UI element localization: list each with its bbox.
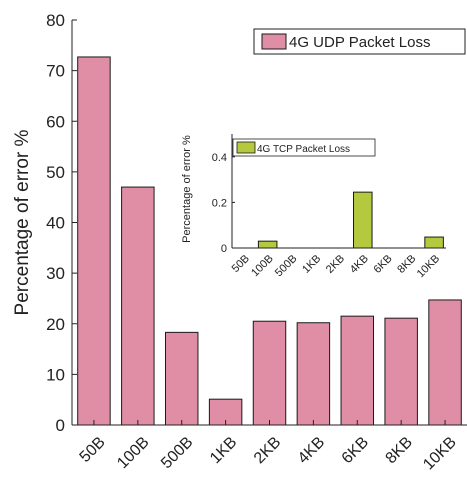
main-bar-6KB	[340, 315, 375, 426]
inset-bar-10KB	[424, 236, 444, 249]
main-y-tick-label: 60	[46, 112, 65, 131]
main-bar-500B	[164, 331, 199, 426]
main-x-tick-label: 4KB	[295, 434, 328, 467]
main-bar-2KB	[252, 320, 287, 426]
inset-legend-label: 4G TCP Packet Loss	[257, 144, 350, 155]
main-x-tick-label: 500B	[158, 434, 196, 472]
inset-y-tick-label: 0.2	[212, 197, 227, 209]
main-y-tick-label: 50	[46, 163, 65, 182]
main-y-tick-label: 20	[46, 315, 65, 334]
main-y-tick-label: 40	[46, 214, 65, 233]
main-x-tick-label: 100B	[114, 434, 152, 472]
main-y-tick-label: 30	[46, 264, 65, 283]
main-y-tick-label: 10	[46, 365, 65, 384]
main-x-tick-label: 10KB	[420, 434, 460, 474]
main-y-tick-label: 0	[56, 416, 65, 435]
main-x-tick-label: 50B	[77, 434, 109, 466]
inset-bar-100B	[257, 240, 278, 249]
main-y-axis-title: Percentage of error %	[12, 129, 33, 315]
inset-legend-swatch	[236, 141, 256, 154]
main-x-tick-label: 6KB	[339, 434, 372, 467]
inset-y-tick-label: 0.4	[212, 152, 227, 164]
inset-legend-box	[232, 138, 376, 157]
main-bar-8KB	[384, 317, 418, 426]
main-y-tick-label: 80	[46, 11, 65, 30]
main-legend-box	[253, 28, 466, 55]
main-bar-100B	[121, 186, 155, 426]
main-legend-label: 4G UDP Packet Loss	[289, 34, 430, 51]
main-bar-10KB	[428, 299, 462, 426]
inset-legend: 4G TCP Packet Loss	[232, 138, 376, 157]
inset-y-tick-label: 0	[221, 243, 227, 255]
inset-y-axis-title: Percentage of error %	[181, 135, 193, 243]
main-legend-swatch	[261, 33, 287, 50]
main-bar-4KB	[296, 322, 331, 426]
main-x-tick-label: 8KB	[383, 434, 416, 467]
main-y-tick-label: 70	[46, 62, 65, 81]
main-legend: 4G UDP Packet Loss	[253, 28, 466, 55]
main-x-tick-label: 2KB	[251, 434, 284, 467]
main-x-tick-label: 1KB	[207, 434, 240, 467]
main-bar-50B	[77, 56, 111, 426]
inset-bar-4KB	[353, 191, 373, 249]
